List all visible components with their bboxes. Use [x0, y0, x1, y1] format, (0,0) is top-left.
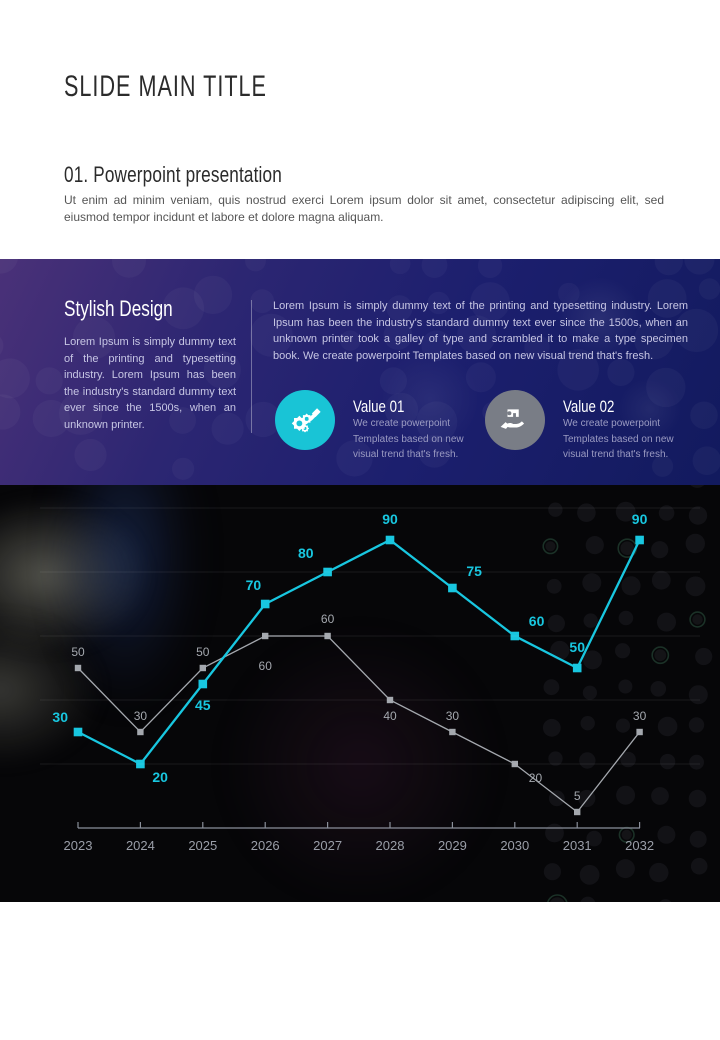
svg-text:60: 60: [529, 613, 545, 629]
svg-text:20: 20: [152, 769, 168, 785]
svg-text:20: 20: [529, 771, 543, 785]
svg-text:40: 40: [383, 709, 397, 723]
svg-text:5: 5: [574, 789, 581, 803]
svg-text:2024: 2024: [126, 838, 155, 853]
svg-text:90: 90: [382, 511, 398, 527]
svg-text:50: 50: [196, 645, 210, 659]
svg-text:2029: 2029: [438, 838, 467, 853]
svg-text:30: 30: [446, 709, 460, 723]
svg-text:70: 70: [246, 577, 262, 593]
svg-text:2025: 2025: [188, 838, 217, 853]
svg-text:50: 50: [569, 639, 585, 655]
svg-text:30: 30: [52, 709, 68, 725]
svg-text:50: 50: [71, 645, 85, 659]
svg-text:2023: 2023: [64, 838, 93, 853]
svg-text:60: 60: [321, 612, 335, 626]
svg-text:2028: 2028: [376, 838, 405, 853]
svg-text:30: 30: [633, 709, 647, 723]
svg-text:75: 75: [466, 563, 482, 579]
svg-text:2026: 2026: [251, 838, 280, 853]
svg-text:90: 90: [632, 511, 648, 527]
svg-text:2032: 2032: [625, 838, 654, 853]
svg-text:45: 45: [195, 697, 211, 713]
svg-text:30: 30: [134, 709, 148, 723]
svg-text:2030: 2030: [500, 838, 529, 853]
svg-text:2027: 2027: [313, 838, 342, 853]
svg-text:80: 80: [298, 545, 314, 561]
svg-text:60: 60: [259, 659, 273, 673]
svg-text:2031: 2031: [563, 838, 592, 853]
